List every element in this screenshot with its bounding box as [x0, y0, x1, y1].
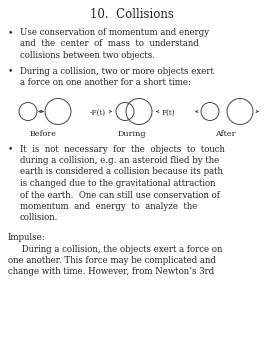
Text: one another. This force may be complicated and: one another. This force may be complicat… — [8, 256, 216, 265]
Text: momentum  and  energy  to  analyze  the: momentum and energy to analyze the — [20, 202, 197, 211]
Text: F(t): F(t) — [162, 108, 176, 117]
Text: collision.: collision. — [20, 213, 58, 222]
Text: During a collision, two or more objects exert: During a collision, two or more objects … — [20, 66, 214, 75]
Text: •: • — [8, 145, 13, 153]
Text: Before: Before — [30, 131, 56, 138]
Text: collisions between two objects.: collisions between two objects. — [20, 51, 155, 60]
Text: -F(t): -F(t) — [90, 108, 106, 117]
Text: and  the  center  of  mass  to  understand: and the center of mass to understand — [20, 40, 199, 48]
Text: •: • — [8, 66, 13, 75]
Text: change with time. However, from Newton’s 3rd: change with time. However, from Newton’s… — [8, 267, 214, 277]
Text: Impulse:: Impulse: — [8, 233, 46, 242]
Text: earth is considered a collision because its path: earth is considered a collision because … — [20, 167, 223, 177]
Text: It  is  not  necessary  for  the  objects  to  touch: It is not necessary for the objects to t… — [20, 145, 225, 153]
Text: After: After — [215, 131, 235, 138]
Text: During: During — [118, 131, 146, 138]
Text: during a collision, e.g. an asteroid flied by the: during a collision, e.g. an asteroid fli… — [20, 156, 219, 165]
Text: a force on one another for a short time:: a force on one another for a short time: — [20, 78, 191, 87]
Text: Use conservation of momentum and energy: Use conservation of momentum and energy — [20, 28, 209, 37]
Text: is changed due to the gravitational attraction: is changed due to the gravitational attr… — [20, 179, 215, 188]
Text: •: • — [8, 28, 13, 37]
Text: During a collision, the objects exert a force on: During a collision, the objects exert a … — [8, 244, 222, 253]
Text: 10.  Collisions: 10. Collisions — [90, 8, 174, 21]
Text: of the earth.  One can still use conservation of: of the earth. One can still use conserva… — [20, 191, 220, 199]
